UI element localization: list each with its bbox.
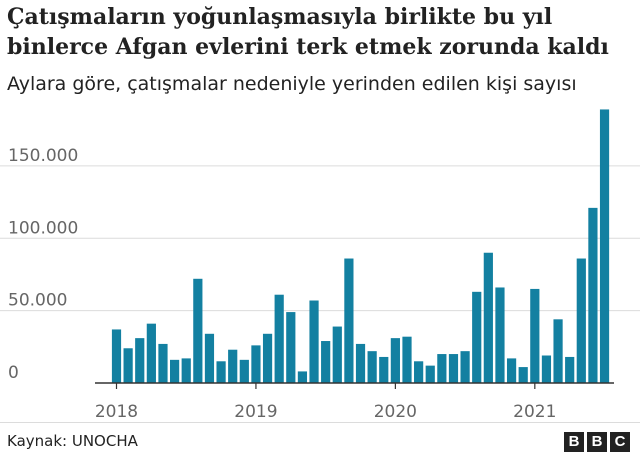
bar: [460, 351, 470, 383]
bar: [472, 291, 482, 383]
bar: [495, 287, 505, 383]
bbc-logo-letter: C: [610, 432, 630, 452]
bar: [239, 359, 249, 383]
chart-title: Çatışmaların yoğunlaşmasıyla birlikte bu…: [7, 4, 609, 60]
footer-divider: [0, 422, 640, 423]
bar: [425, 365, 435, 383]
bbc-logo-letter: B: [564, 432, 584, 452]
bar: [321, 341, 331, 383]
bar: [158, 343, 168, 383]
y-tick-label: 150.000: [8, 146, 78, 166]
bar: [344, 258, 354, 383]
bar: [332, 326, 342, 383]
bar: [565, 356, 575, 383]
bar: [518, 367, 528, 383]
bar: [274, 294, 284, 383]
chart-subtitle: Aylara göre, çatışmalar nedeniyle yerind…: [7, 73, 577, 95]
bar: [181, 358, 191, 383]
y-tick-label: 100.000: [8, 218, 78, 238]
bar: [262, 333, 273, 383]
bar: [135, 338, 145, 383]
bar: [123, 348, 133, 383]
bar: [355, 343, 366, 383]
bar: [402, 336, 412, 383]
bar: [204, 333, 215, 383]
x-tick-label: 2021: [513, 402, 556, 422]
source-note: Kaynak: UNOCHA: [7, 432, 138, 450]
x-tick-label: 2018: [95, 402, 138, 422]
bar: [111, 329, 122, 383]
bar: [297, 371, 308, 383]
bar: [216, 361, 226, 383]
bar: [588, 207, 598, 383]
x-tick-label: 2019: [234, 402, 277, 422]
bar: [193, 278, 203, 383]
y-tick-label: 50.000: [8, 291, 67, 311]
bar: [576, 258, 586, 383]
bar: [228, 349, 238, 383]
bbc-logo-letter: B: [587, 432, 607, 452]
bar: [309, 300, 319, 383]
bbc-logo: B B C: [564, 432, 630, 452]
bar: [251, 345, 261, 383]
bar: [286, 312, 296, 383]
bar: [414, 361, 424, 383]
bar: [367, 351, 377, 383]
bar: [553, 319, 563, 383]
bar: [541, 355, 552, 383]
x-tick-label: 2020: [374, 402, 417, 422]
bar: [437, 354, 447, 383]
bar: [530, 288, 540, 383]
bar: [506, 358, 517, 383]
bar: [379, 356, 389, 383]
bar: [483, 252, 493, 383]
bar: [599, 109, 610, 384]
y-tick-label: 0: [8, 363, 19, 383]
bar: [146, 323, 156, 383]
bar: [170, 359, 180, 383]
bar: [390, 338, 400, 383]
bar: [448, 354, 459, 383]
